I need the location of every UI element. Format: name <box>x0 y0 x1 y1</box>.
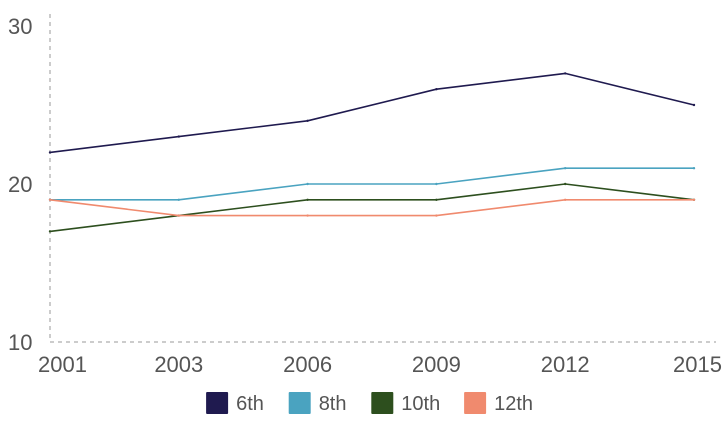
y-tick-label: 10 <box>8 330 32 355</box>
x-tick-label: 2015 <box>673 352 722 377</box>
series-line-8th <box>50 167 694 201</box>
legend-swatch-12th <box>464 392 487 414</box>
series-line-10th <box>49 183 695 233</box>
legend-label-12th: 12th <box>494 393 533 415</box>
y-tick-label: 30 <box>8 14 32 39</box>
legend-label-8th: 8th <box>319 393 347 415</box>
data-point-8th <box>692 167 696 170</box>
data-point-10th <box>48 230 52 233</box>
data-point-6th <box>692 103 696 107</box>
data-point-6th <box>564 72 567 75</box>
x-tick-label: 2003 <box>154 352 203 377</box>
series-line-6th <box>49 72 695 154</box>
data-point-6th <box>48 151 52 154</box>
series-line-12th <box>49 199 694 217</box>
data-point-6th <box>177 135 180 138</box>
data-point-10th <box>306 198 309 201</box>
x-tick-label: 2009 <box>412 352 461 377</box>
data-point-12th <box>435 214 438 217</box>
data-point-6th <box>435 88 438 91</box>
legend-swatch-6th <box>206 392 229 414</box>
data-point-6th <box>306 119 309 123</box>
data-point-8th <box>306 182 309 186</box>
data-point-12th <box>306 214 309 217</box>
x-tick-label: 2001 <box>38 352 87 377</box>
data-point-10th <box>435 198 438 201</box>
data-point-8th <box>435 182 438 186</box>
legend-label-6th: 6th <box>236 393 264 415</box>
axes: 10 20 30 2001 2003 2006 2009 2012 2015 <box>8 14 722 377</box>
legend-swatch-10th <box>371 392 394 414</box>
data-point-8th <box>177 198 180 201</box>
legend-swatch-8th <box>288 392 311 414</box>
x-tick-label: 2012 <box>541 352 590 377</box>
data-point-10th <box>564 182 567 186</box>
data-point-8th <box>564 167 567 170</box>
data-point-12th <box>692 198 696 201</box>
legend-label-10th: 10th <box>401 393 440 415</box>
y-tick-label: 20 <box>8 172 32 197</box>
x-tick-label: 2006 <box>283 352 332 377</box>
data-point-12th <box>48 198 52 201</box>
series-lines <box>48 72 696 233</box>
legend: 6th 8th 10th 12th <box>206 392 533 415</box>
data-point-12th <box>177 214 180 217</box>
data-point-12th <box>564 198 567 201</box>
